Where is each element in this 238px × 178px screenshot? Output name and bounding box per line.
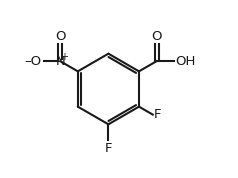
Text: –O: –O <box>24 55 41 68</box>
Text: N: N <box>55 55 65 68</box>
Text: OH: OH <box>175 55 195 68</box>
Text: F: F <box>154 108 162 121</box>
Text: F: F <box>105 142 112 155</box>
Text: +: + <box>60 52 68 62</box>
Text: O: O <box>55 30 65 43</box>
Text: O: O <box>151 30 162 43</box>
